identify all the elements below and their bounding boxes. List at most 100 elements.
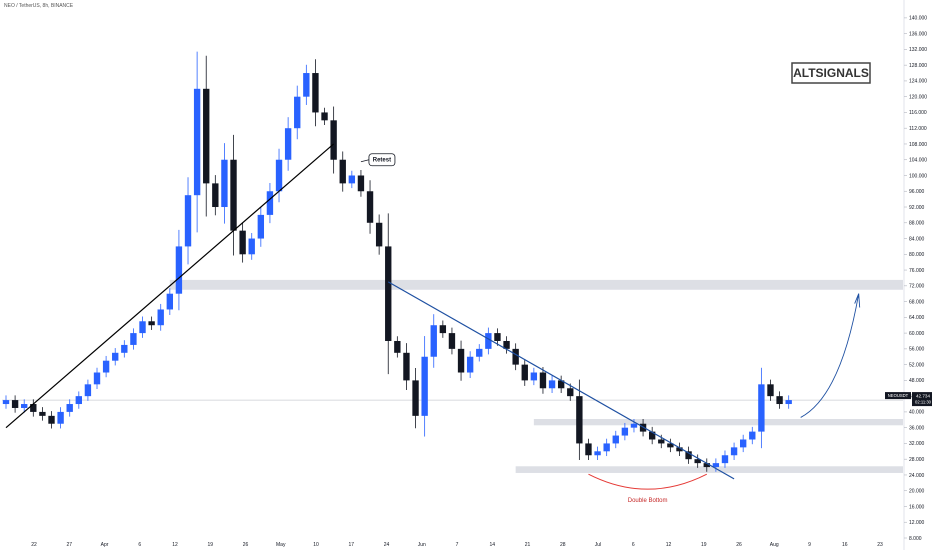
candle-body [494, 333, 501, 341]
candle-body [21, 404, 28, 408]
x-tick-label: May [276, 542, 286, 548]
candle-body [739, 439, 747, 448]
y-tick-label: 136.000 [909, 31, 927, 37]
candle-body [767, 384, 774, 397]
y-tick-label: 116.000 [909, 110, 927, 116]
y-tick-label: 20.000 [909, 489, 925, 495]
candle-body [594, 451, 601, 456]
watermark-logo: ALTSIGNALS [793, 66, 869, 80]
candle-body [567, 388, 574, 397]
y-tick-label: 84.000 [909, 236, 925, 242]
candle-body [184, 195, 192, 247]
y-tick-label: 60.000 [909, 331, 925, 337]
zone-band [515, 466, 903, 473]
x-tick-label: 12 [172, 542, 178, 548]
candle-body [203, 88, 210, 184]
candle-body [2, 400, 10, 405]
projection-arrowhead [854, 293, 861, 308]
candle-body [248, 238, 255, 255]
candle-body [11, 400, 19, 408]
projection-curve [800, 293, 860, 418]
y-tick-label: 28.000 [909, 457, 925, 463]
x-tick-label: 16 [842, 542, 848, 548]
y-tick-label: 12.000 [909, 520, 925, 526]
y-tick-label: 88.000 [909, 221, 925, 227]
x-tick-label: 9 [808, 542, 811, 548]
candle-body [658, 439, 665, 444]
x-tick-label: Jul [595, 542, 601, 548]
candle-body [394, 340, 401, 353]
candle-body [612, 435, 619, 444]
x-tick-label: 27 [66, 542, 72, 548]
candle-body [503, 340, 510, 349]
candle-body [485, 333, 492, 349]
candle-body [230, 159, 237, 231]
candle-body [412, 380, 419, 416]
candle-body [102, 360, 110, 373]
retest-label: Retest [373, 158, 391, 164]
candle-body [166, 293, 174, 310]
y-tick-label: 32.000 [909, 441, 925, 447]
downtrend-line [387, 281, 735, 480]
candle-body [294, 96, 301, 129]
x-tick-label: 19 [701, 542, 707, 548]
candle-body [676, 447, 683, 452]
x-tick-label: 21 [525, 542, 531, 548]
candle-body [703, 463, 710, 468]
candle-body [175, 246, 183, 294]
candle-body [721, 455, 729, 464]
symbol-tag [885, 392, 911, 400]
retest-callout-pointer [360, 159, 370, 163]
countdown-value: 02:11:30 [915, 400, 932, 405]
y-tick-label: 128.000 [909, 63, 927, 69]
candle-body [66, 404, 73, 412]
candle-body [339, 159, 346, 184]
candle-body [512, 348, 519, 365]
candle-body [648, 431, 656, 440]
candle-body [30, 404, 37, 412]
candle-body [375, 222, 383, 247]
zone-band [169, 279, 903, 290]
zone-band [533, 419, 903, 426]
y-tick-label: 52.000 [909, 362, 925, 368]
x-tick-label: 24 [384, 542, 390, 548]
candle-body [357, 175, 365, 192]
x-tick-label: Apr [101, 542, 109, 548]
x-tick-label: 6 [138, 542, 141, 548]
candle-body [330, 120, 337, 160]
x-tick-label: 6 [632, 542, 635, 548]
candle-body [621, 427, 629, 436]
candle-body [84, 384, 92, 397]
candle-body [530, 372, 538, 381]
x-tick-label: 17 [348, 542, 354, 548]
candle-body [139, 321, 146, 334]
candle-body [193, 88, 201, 196]
chart-title: NEO / TetherUS, 8h, BINANCE [4, 3, 74, 9]
candle-body [157, 309, 164, 326]
double-bottom-arc [588, 473, 708, 490]
y-tick-label: 104.000 [909, 158, 927, 164]
y-tick-label: 64.000 [909, 315, 925, 321]
candle-body [57, 411, 64, 424]
watermark-frame [791, 62, 871, 84]
symbol-tag-label: NEOUSDT [888, 393, 909, 398]
candle-body [758, 384, 765, 432]
x-tick-label: 22 [31, 542, 37, 548]
candle-body [148, 321, 155, 326]
candle-body [275, 159, 283, 192]
candle-body [93, 372, 101, 385]
x-tick-label: 12 [666, 542, 672, 548]
candle-body [266, 191, 274, 215]
y-tick-label: 96.000 [909, 189, 925, 195]
candle-body [476, 348, 483, 357]
y-tick-label: 36.000 [909, 425, 925, 431]
y-tick-label: 92.000 [909, 205, 925, 211]
last-price-tag [912, 392, 932, 407]
y-tick-label: 48.000 [909, 378, 925, 384]
candle-body [557, 380, 565, 389]
candle-body [284, 128, 292, 160]
x-tick-label: 26 [243, 542, 249, 548]
candle-body [585, 443, 592, 456]
y-tick-label: 8.000 [909, 536, 922, 542]
